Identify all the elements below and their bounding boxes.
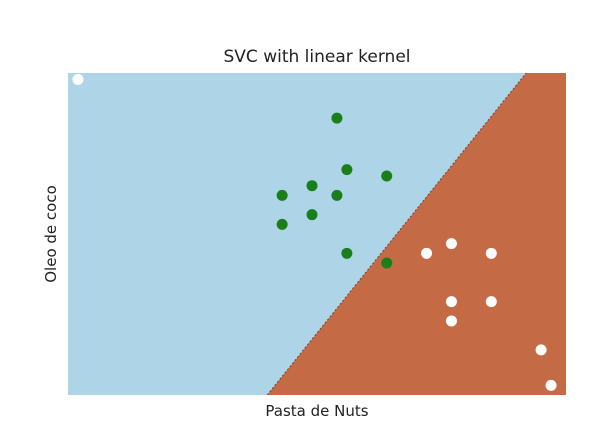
- data-point-series-1-2: [341, 164, 353, 176]
- data-point-series-1-7: [306, 209, 318, 221]
- data-point-series-2-5: [445, 296, 457, 308]
- chart-title: SVC with linear kernel: [224, 47, 411, 67]
- data-point-series-1-5: [276, 189, 288, 201]
- data-point-series-2-1: [72, 73, 84, 85]
- decision-boundary-line: [266, 73, 527, 395]
- plot-area: [68, 73, 566, 395]
- data-point-series-1-8: [276, 218, 288, 230]
- data-point-series-1-9: [341, 247, 353, 259]
- data-point-series-1-1: [331, 112, 343, 124]
- data-points: [72, 73, 557, 391]
- y-axis-label: Oleo de coco: [42, 185, 60, 283]
- data-point-series-2-8: [535, 344, 547, 356]
- decision-region-class-b: [267, 73, 566, 395]
- data-point-series-1-4: [306, 180, 318, 192]
- data-point-series-2-4: [485, 247, 497, 259]
- data-point-series-2-9: [545, 379, 557, 391]
- data-point-series-2-7: [445, 315, 457, 327]
- data-point-series-1-3: [381, 170, 393, 182]
- data-point-series-2-6: [485, 296, 497, 308]
- decision-region-class-a: [68, 73, 527, 395]
- data-point-series-1-6: [331, 189, 343, 201]
- data-point-series-2-3: [445, 238, 457, 250]
- x-axis-label: Pasta de Nuts: [265, 402, 368, 420]
- data-point-series-1-10: [381, 257, 393, 269]
- data-point-series-2-2: [421, 247, 433, 259]
